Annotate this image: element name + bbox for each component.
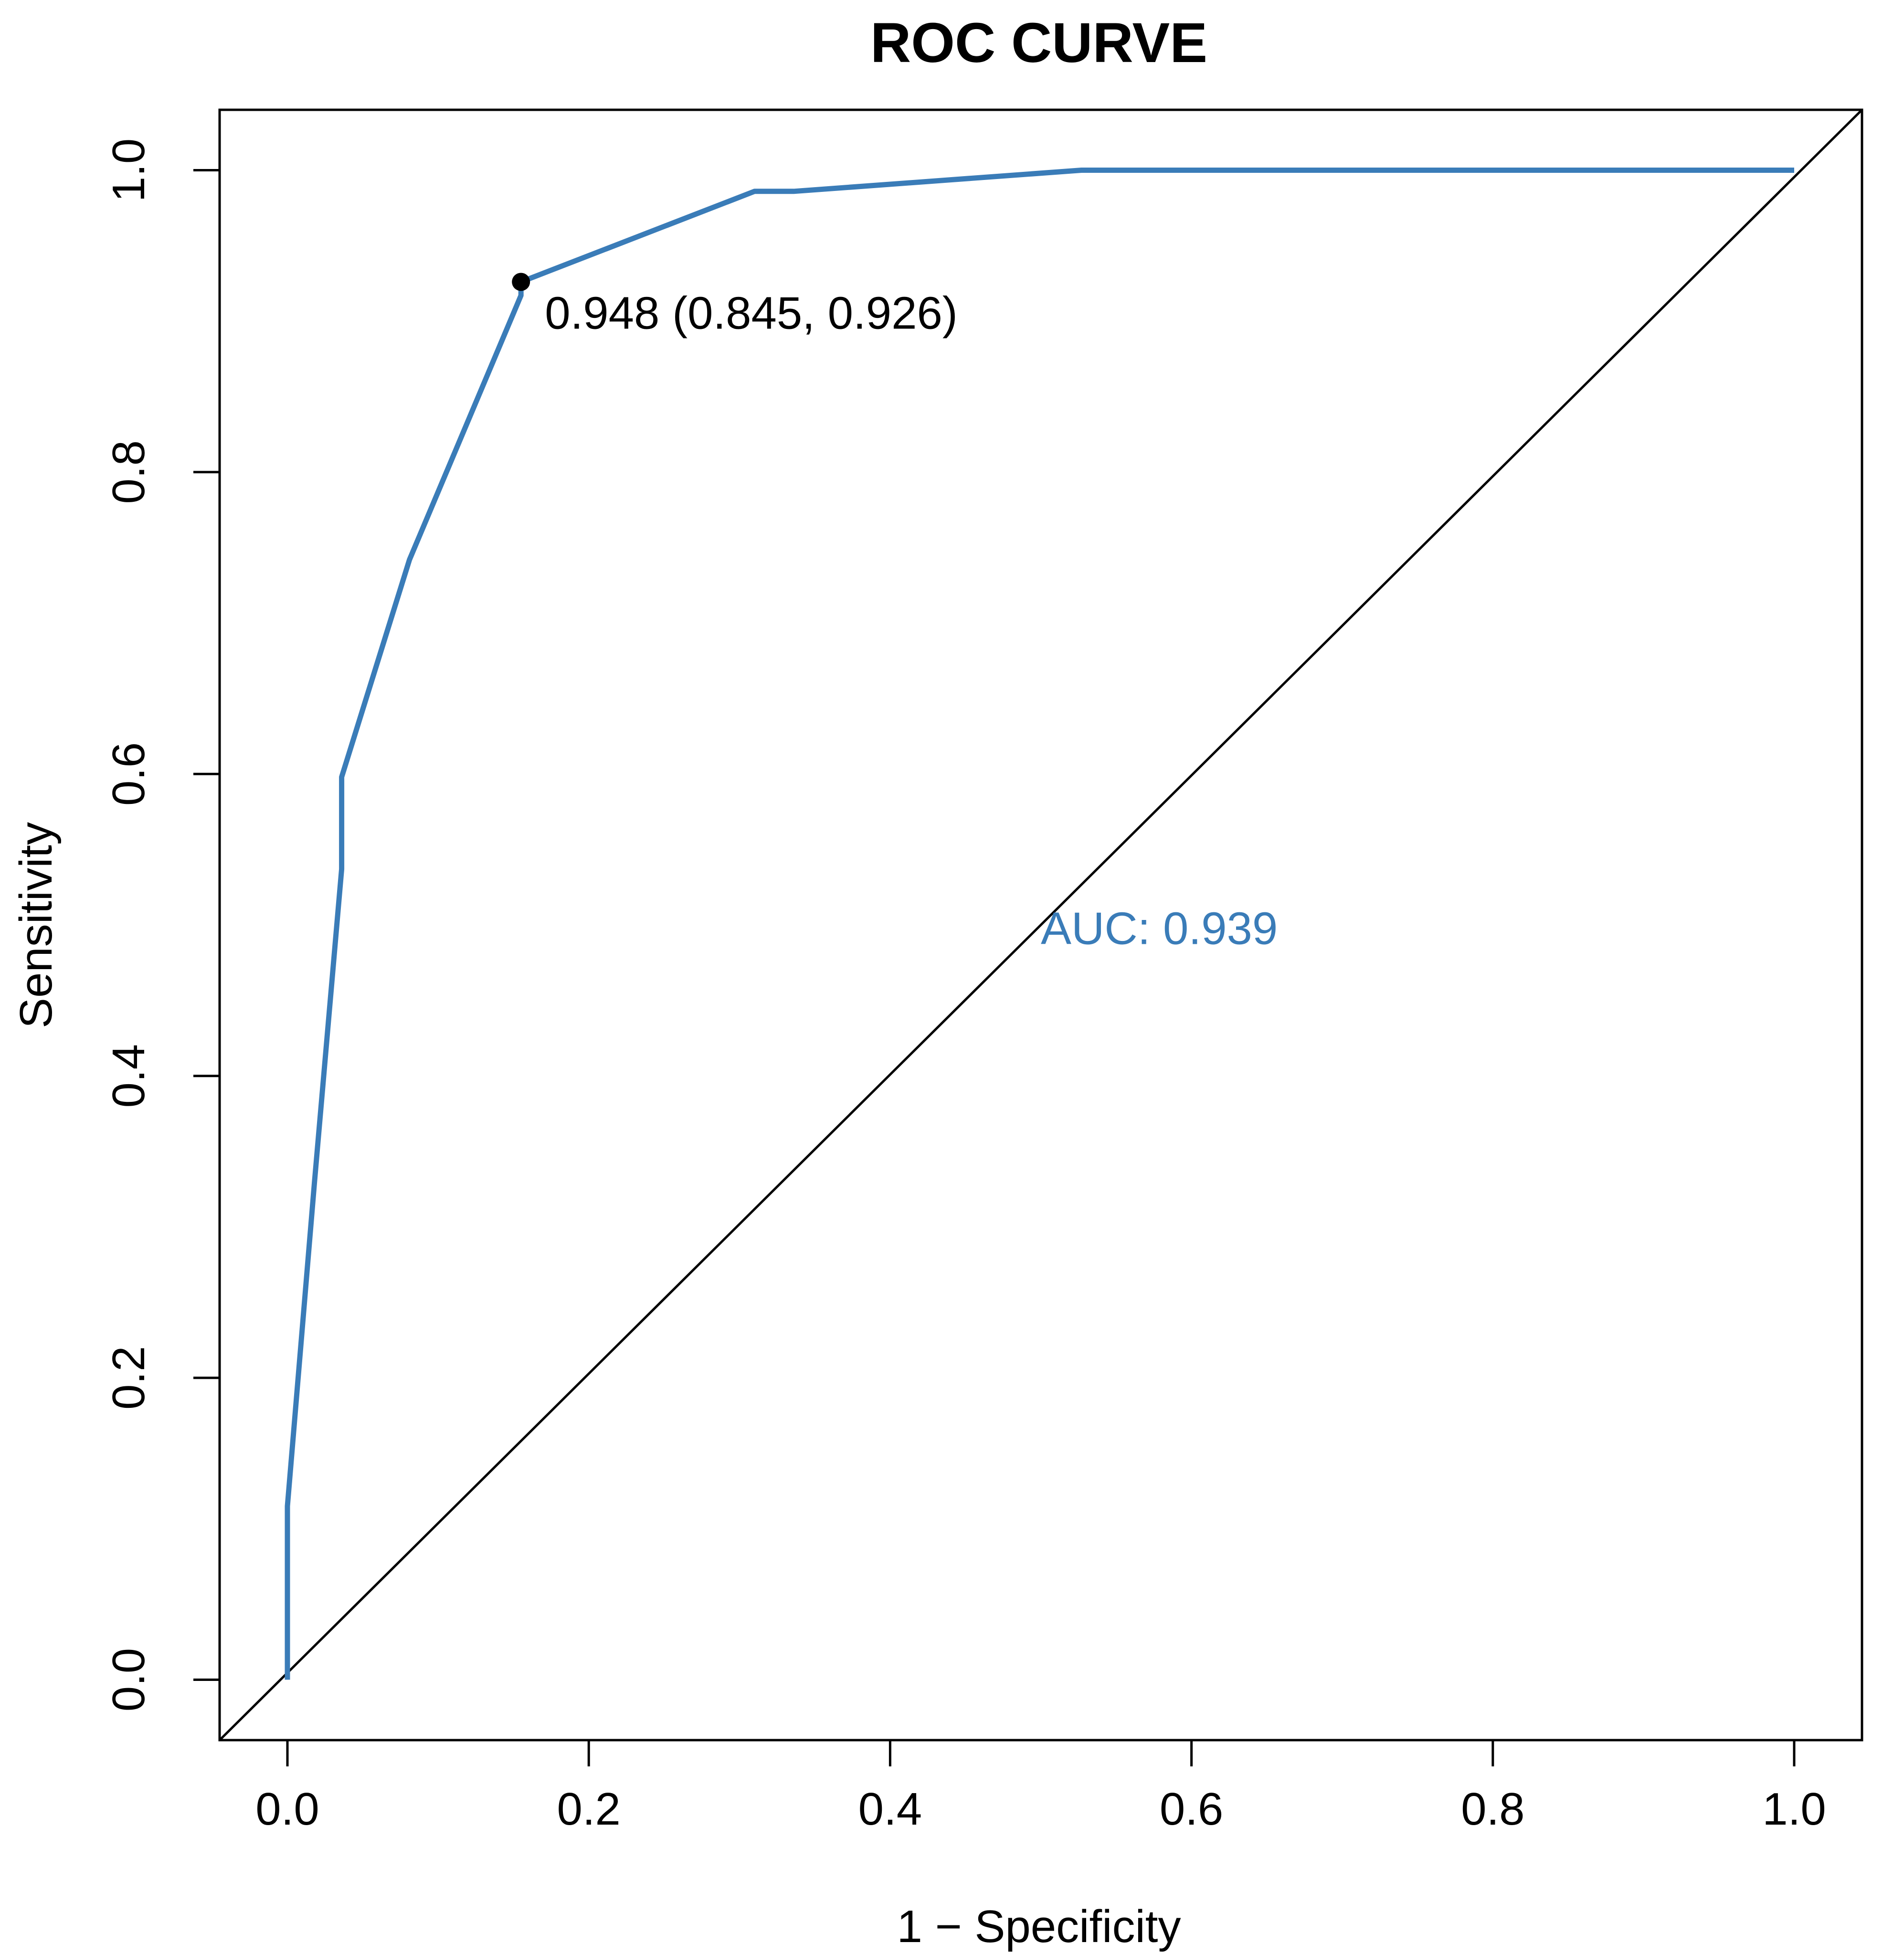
y-tick-label: 0.6 (103, 742, 154, 806)
chart-title: ROC CURVE (870, 11, 1207, 74)
best-threshold-point (512, 273, 530, 291)
x-axis: 0.0 0.2 0.4 0.6 0.8 1.0 (255, 1739, 1826, 1835)
x-tick-label: 0.4 (858, 1784, 922, 1835)
reference-diagonal-line (219, 109, 1863, 1741)
x-axis-label: 1 − Specificity (897, 1901, 1181, 1952)
y-axis-label: Sensitivity (11, 822, 62, 1028)
x-tick-label: 0.6 (1160, 1784, 1223, 1835)
roc-curve-line (285, 168, 1794, 1680)
y-tick-label: 0.0 (103, 1648, 154, 1711)
x-tick-label: 1.0 (1762, 1784, 1826, 1835)
y-axis: 0.0 0.2 0.4 0.6 0.8 1.0 (103, 138, 221, 1711)
best-threshold-label: 0.948 (0.845, 0.926) (545, 287, 958, 338)
y-tick-label: 0.2 (103, 1346, 154, 1409)
y-tick-label: 1.0 (103, 138, 154, 202)
auc-label: AUC: 0.939 (1041, 903, 1278, 954)
y-tick-label: 0.4 (103, 1044, 154, 1108)
x-tick-label: 0.8 (1461, 1784, 1524, 1835)
x-tick-label: 0.0 (255, 1784, 319, 1835)
x-tick-label: 0.2 (557, 1784, 620, 1835)
y-tick-label: 0.8 (103, 440, 154, 504)
plot-area: 0.948 (0.845, 0.926) AUC: 0.939 (219, 109, 1863, 1741)
